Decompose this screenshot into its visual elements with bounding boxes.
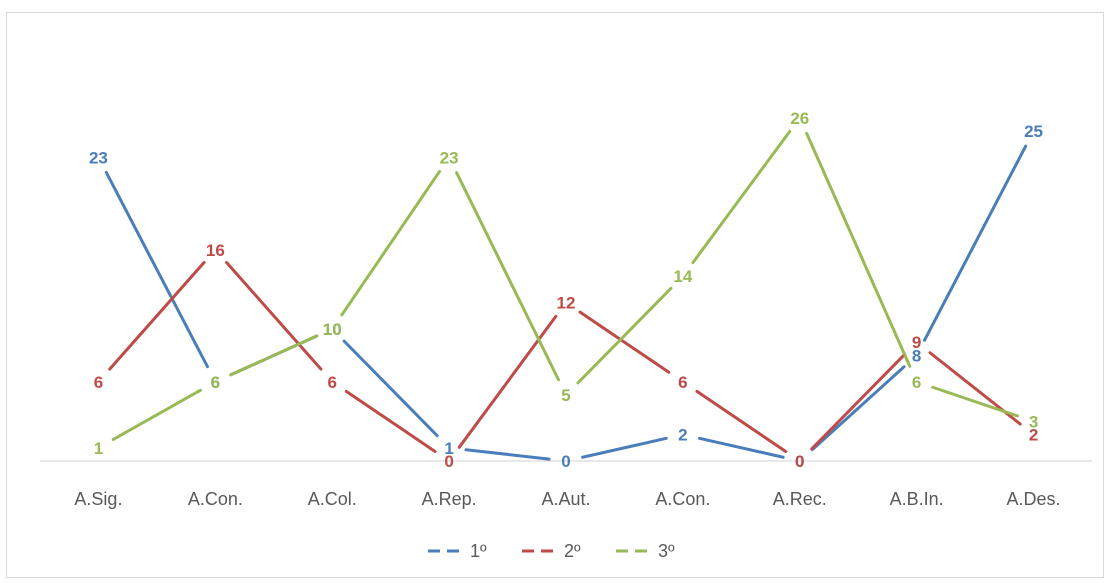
series-2-segment	[225, 261, 323, 371]
series-1-data-label: 25	[1024, 122, 1043, 141]
series-3-segment	[455, 171, 560, 382]
x-tick-label: A.Rep.	[422, 489, 477, 509]
series-3-data-label: 6	[912, 373, 921, 392]
series-1-data-label: 0	[795, 452, 804, 471]
chart-frame	[6, 12, 1104, 578]
series-2-data-label: 9	[912, 333, 921, 352]
series-3-data-label: 3	[1029, 412, 1038, 431]
x-tick-label: A.Con.	[655, 489, 710, 509]
x-tick-label: A.Aut.	[541, 489, 590, 509]
series-3-data-label: 26	[790, 109, 809, 128]
series-3-segment	[931, 385, 1019, 418]
series-1-segment	[923, 144, 1028, 342]
x-tick-label: A.Con.	[188, 489, 243, 509]
series-2-data-label: 12	[557, 294, 576, 313]
series-1-segment	[104, 170, 209, 369]
series-1-data-label: 6	[211, 373, 220, 392]
x-tick-label: A.Rec.	[773, 489, 827, 509]
series-3-segment	[805, 131, 912, 368]
series-3-segment	[229, 334, 319, 377]
legend-label: 1º	[470, 541, 487, 561]
series-1-data-label: 2	[678, 426, 687, 445]
series-1-segment	[810, 365, 906, 452]
series-3-segment	[691, 129, 792, 265]
series-2-segment	[578, 310, 671, 374]
series-1-data-label: 10	[323, 320, 342, 339]
x-tick-layer: A.Sig. A.Con. A.Col. A.Rep. A.Aut. A.Con. A.Re…	[74, 489, 1060, 509]
series-layer	[104, 129, 1028, 461]
series-2-segment	[695, 389, 788, 453]
series-2-data-label: 6	[94, 373, 103, 392]
legend: 1º 2º 3º	[428, 541, 675, 561]
legend-item-1: 1º	[428, 541, 487, 561]
series-1-segment	[697, 436, 785, 459]
series-1-segment	[581, 436, 668, 459]
legend-label: 2º	[564, 541, 581, 561]
series-2-data-label: 6	[678, 373, 687, 392]
series-2-segment	[344, 389, 437, 453]
series-3-data-label: 1	[94, 439, 103, 458]
x-tick-label: A.Sig.	[74, 489, 122, 509]
series-2-data-label: 16	[206, 241, 225, 260]
series-1-data-label: 0	[561, 452, 570, 471]
series-1-segment	[342, 339, 439, 438]
x-tick-label: A.B.In.	[890, 489, 944, 509]
series-2-data-label: 6	[327, 373, 336, 392]
series-3-data-label: 10	[323, 320, 342, 339]
series-1-data-label: 8	[912, 346, 921, 365]
legend-item-3: 3º	[616, 541, 675, 561]
series-1-data-label: 1	[444, 439, 453, 458]
series-3-data-label: 6	[211, 373, 220, 392]
x-tick-label: A.Col.	[308, 489, 357, 509]
series-2-data-label: 0	[795, 452, 804, 471]
series-2-segment	[108, 261, 206, 371]
series-2-segment	[810, 352, 907, 451]
series-3-data-label: 5	[561, 386, 570, 405]
legend-item-2: 2º	[522, 541, 581, 561]
series-1-segment	[464, 448, 551, 461]
series-3-data-label: 23	[440, 148, 459, 167]
series-2-data-label: 0	[444, 452, 453, 471]
series-3-segment	[576, 286, 673, 385]
legend-label: 3º	[658, 541, 675, 561]
x-tick-label: A.Des.	[1007, 489, 1061, 509]
series-2-segment	[457, 314, 558, 449]
series-3-segment	[340, 169, 442, 317]
series-3-segment	[111, 388, 203, 441]
series-3-data-label: 14	[673, 267, 692, 286]
series-2-data-label: 2	[1029, 426, 1038, 445]
series-1-data-label: 23	[89, 148, 108, 167]
